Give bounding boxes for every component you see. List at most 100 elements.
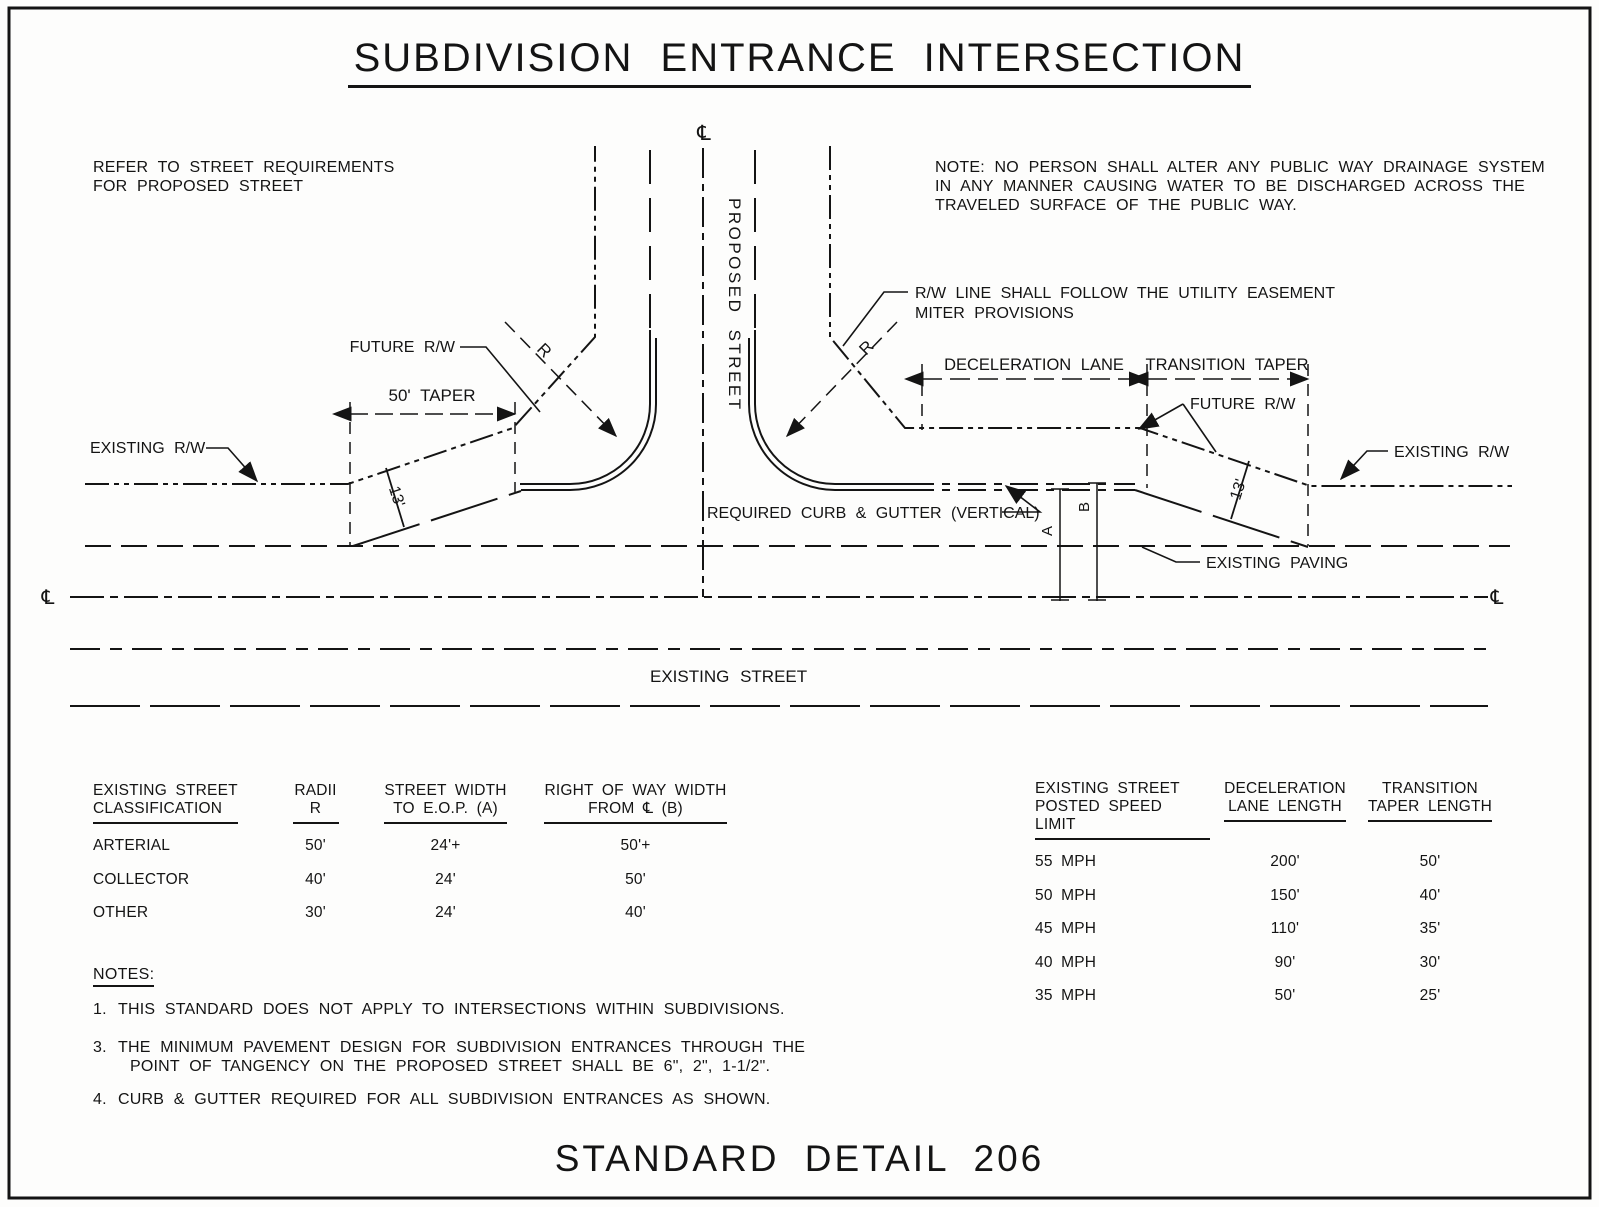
table-cell: 45 MPH: [1035, 920, 1097, 937]
refer-note-line1: REFER TO STREET REQUIREMENTS: [93, 159, 395, 176]
rw-line-right: [829, 146, 1512, 487]
note-text-line1: THE MINIMUM PAVEMENT DESIGN FOR SUBDIVIS…: [118, 1039, 806, 1056]
taper-50-label: 50' TAPER: [389, 386, 476, 405]
header-line: POSTED SPEED LIMIT: [1035, 798, 1162, 833]
note-item-1: 1. THIS STANDARD DOES NOT APPLY TO INTER…: [93, 1000, 785, 1019]
header-line: RADII: [294, 782, 337, 799]
leader-future-rw-right-b: [1182, 403, 1217, 453]
note-item-3: 3. THE MINIMUM PAVEMENT DESIGN FOR SUBDI…: [93, 1038, 805, 1076]
dim-13-right-label: 13': [1227, 477, 1250, 502]
drainage-note-line1: NOTE: NO PERSON SHALL ALTER ANY PUBLIC W…: [935, 159, 1545, 176]
table-cell: 55 MPH: [1035, 853, 1097, 870]
dim-a-line: [1051, 488, 1069, 601]
header-line: EXISTING STREET: [1035, 780, 1180, 797]
table-header-cell: RADII R: [268, 782, 363, 824]
table-header-cell: EXISTING STREET POSTED SPEED LIMIT: [1035, 780, 1210, 840]
sheet-border: [7, 6, 1592, 1200]
street-linework: [70, 146, 1512, 707]
table-cell: 50': [625, 870, 646, 888]
centerline-symbol-top: ℄: [696, 122, 711, 145]
speed-table-header: EXISTING STREET POSTED SPEED LIMIT DECELE…: [1035, 780, 1500, 840]
table-cell: 50': [1274, 987, 1296, 1004]
note-number: 3.: [93, 1039, 107, 1056]
table-cell: 40': [625, 904, 646, 921]
classification-table-rows: ARTERIAL 50' 24'+ 50'+ COLLECTOR 40' 24'…: [93, 837, 743, 938]
table-cell: 40 MPH: [1035, 953, 1097, 971]
table-cell: 200': [1270, 853, 1300, 870]
footer-title: STANDARD DETAIL 206: [554, 1138, 1045, 1179]
table-cell: 24': [435, 870, 456, 888]
rw-line-left: [85, 146, 596, 485]
curb-return-right-inner: [748, 338, 906, 491]
table-row: 40 MPH 90' 30': [1035, 954, 1500, 988]
note-text-line2: POINT OF TANGENCY ON THE PROPOSED STREET…: [130, 1058, 771, 1075]
header-line: DECELERATION: [1224, 780, 1346, 797]
transition-taper-label: TRANSITION TAPER: [1146, 356, 1309, 374]
table-row: ARTERIAL 50' 24'+ 50'+: [93, 837, 743, 871]
table-cell: 25': [1419, 987, 1441, 1004]
dim-13-right-line: [1230, 460, 1250, 520]
note-text: CURB & GUTTER REQUIRED FOR ALL SUBDIVISI…: [118, 1091, 771, 1108]
centerline-symbol-left: ℄: [41, 587, 55, 609]
table-row: 35 MPH 50' 25': [1035, 987, 1500, 1021]
table-cell: 90': [1274, 953, 1296, 971]
note-number: 1.: [93, 1001, 107, 1018]
note-text: THE MINIMUM PAVEMENT DESIGN FOR SUBDIVIS…: [118, 1038, 805, 1076]
classification-table-header: EXISTING STREET CLASSIFICATION RADII R STR…: [93, 782, 743, 824]
dim-b-line: [1088, 482, 1106, 601]
note-item-4: 4. CURB & GUTTER REQUIRED FOR ALL SUBDIV…: [93, 1090, 770, 1109]
classification-table: EXISTING STREET CLASSIFICATION RADII R STR…: [93, 782, 743, 938]
future-rw-left-label: FUTURE R/W: [350, 339, 456, 356]
note-number: 4.: [93, 1091, 107, 1108]
sheet-title: SUBDIVISION ENTRANCE INTERSECTION: [0, 36, 1599, 88]
dim-b-label: B: [1076, 502, 1093, 512]
curb-return-right-outer: [754, 330, 906, 485]
table-cell: OTHER: [93, 904, 149, 921]
table-cell: 150': [1270, 886, 1300, 904]
dim-13-left-label: 13': [385, 484, 408, 509]
header-line: LANE LENGTH: [1228, 798, 1342, 815]
dim-a-label: A: [1039, 526, 1056, 536]
table-cell: 30': [1419, 953, 1441, 971]
required-curb-label: REQUIRED CURB & GUTTER (VERTICAL): [707, 505, 1040, 522]
radius-line-left: [504, 321, 618, 438]
header-line: RIGHT OF WAY WIDTH: [544, 782, 727, 799]
table-header-cell: TRANSITION TAPER LENGTH: [1360, 780, 1500, 840]
table-cell: 35': [1419, 920, 1441, 937]
table-cell: 50'+: [620, 837, 651, 854]
radius-right-label: R: [855, 337, 877, 359]
leader-rw-utility: [842, 291, 908, 347]
existing-rw-left-label: EXISTING R/W: [90, 440, 206, 457]
speed-table-rows: 55 MPH 200' 50' 50 MPH 150' 40' 45 MPH 1…: [1035, 853, 1500, 1021]
existing-street-label: EXISTING STREET: [650, 667, 807, 686]
table-row: 50 MPH 150' 40': [1035, 887, 1500, 921]
sheet-title-text: SUBDIVISION ENTRANCE INTERSECTION: [347, 36, 1252, 88]
deceleration-lane-label: DECELERATION LANE: [944, 356, 1124, 374]
dimension-lines: [332, 321, 1310, 601]
leader-future-rw-left: [460, 346, 541, 413]
header-line: EXISTING STREET: [93, 782, 238, 799]
leader-existing-paving: [1141, 546, 1200, 563]
table-cell: 40': [1419, 886, 1441, 904]
radius-left-label: R: [533, 339, 555, 361]
refer-note-line2: FOR PROPOSED STREET: [93, 178, 304, 195]
table-row: OTHER 30' 24' 40': [93, 904, 743, 938]
notes-heading: NOTES:: [93, 966, 155, 987]
refer-note: REFER TO STREET REQUIREMENTS FOR PROPOSE…: [93, 158, 395, 196]
rw-utility-label-line1: R/W LINE SHALL FOLLOW THE UTILITY EASEME…: [915, 285, 1335, 302]
existing-paving-label: EXISTING PAVING: [1206, 555, 1348, 572]
curb-return-left-inner: [521, 338, 657, 491]
table-header-cell: RIGHT OF WAY WIDTH FROM ℄ (B): [528, 782, 743, 824]
table-header-cell: EXISTING STREET CLASSIFICATION: [93, 782, 268, 824]
leader-lines: [206, 291, 1388, 563]
taper-edge-left: [352, 490, 522, 547]
leader-future-rw-right-a: [1137, 403, 1184, 430]
leader-existing-rw-left: [206, 447, 259, 483]
notes-heading-wrap: NOTES:: [93, 966, 155, 987]
table-cell: 24': [435, 904, 456, 921]
header-line: R: [309, 800, 322, 817]
proposed-street-label: PROPOSED STREET: [725, 198, 744, 412]
table-cell: 30': [305, 904, 326, 921]
